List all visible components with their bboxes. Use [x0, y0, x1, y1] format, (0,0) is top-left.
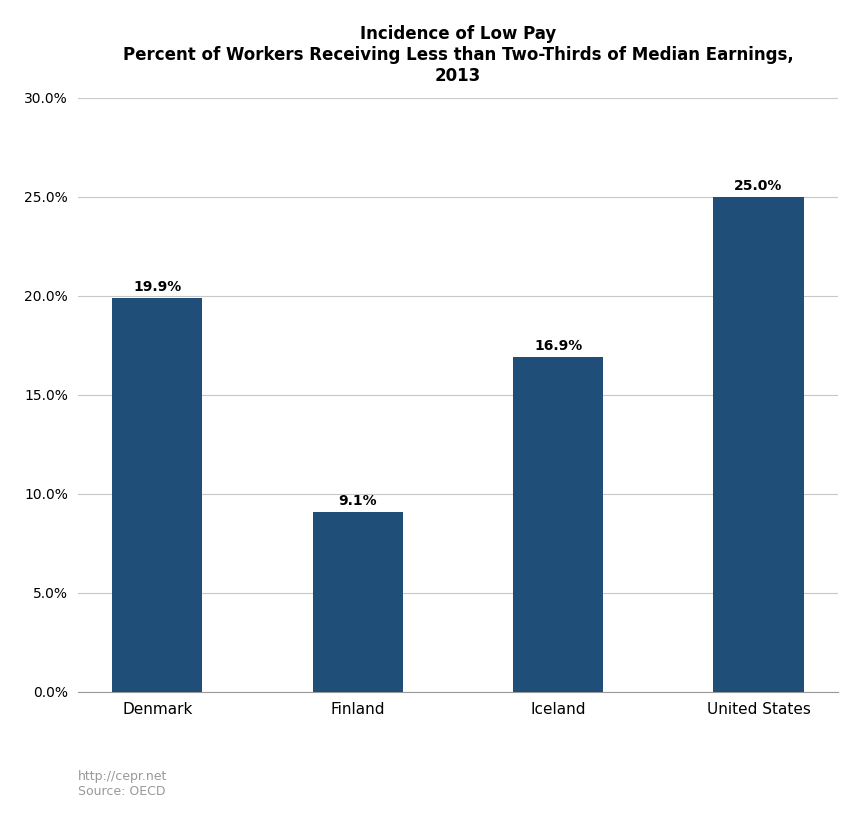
Text: http://cepr.net
Source: OECD: http://cepr.net Source: OECD [78, 770, 167, 798]
Text: 19.9%: 19.9% [133, 280, 181, 294]
Text: 9.1%: 9.1% [339, 494, 377, 508]
Bar [112, 298, 202, 692]
Bar [513, 357, 603, 692]
Bar [313, 512, 403, 692]
Text: 25.0%: 25.0% [734, 179, 783, 193]
Title: Incidence of Low Pay
Percent of Workers Receiving Less than Two-Thirds of Median: Incidence of Low Pay Percent of Workers … [123, 25, 793, 85]
Text: 16.9%: 16.9% [534, 339, 582, 353]
Bar [714, 197, 804, 692]
